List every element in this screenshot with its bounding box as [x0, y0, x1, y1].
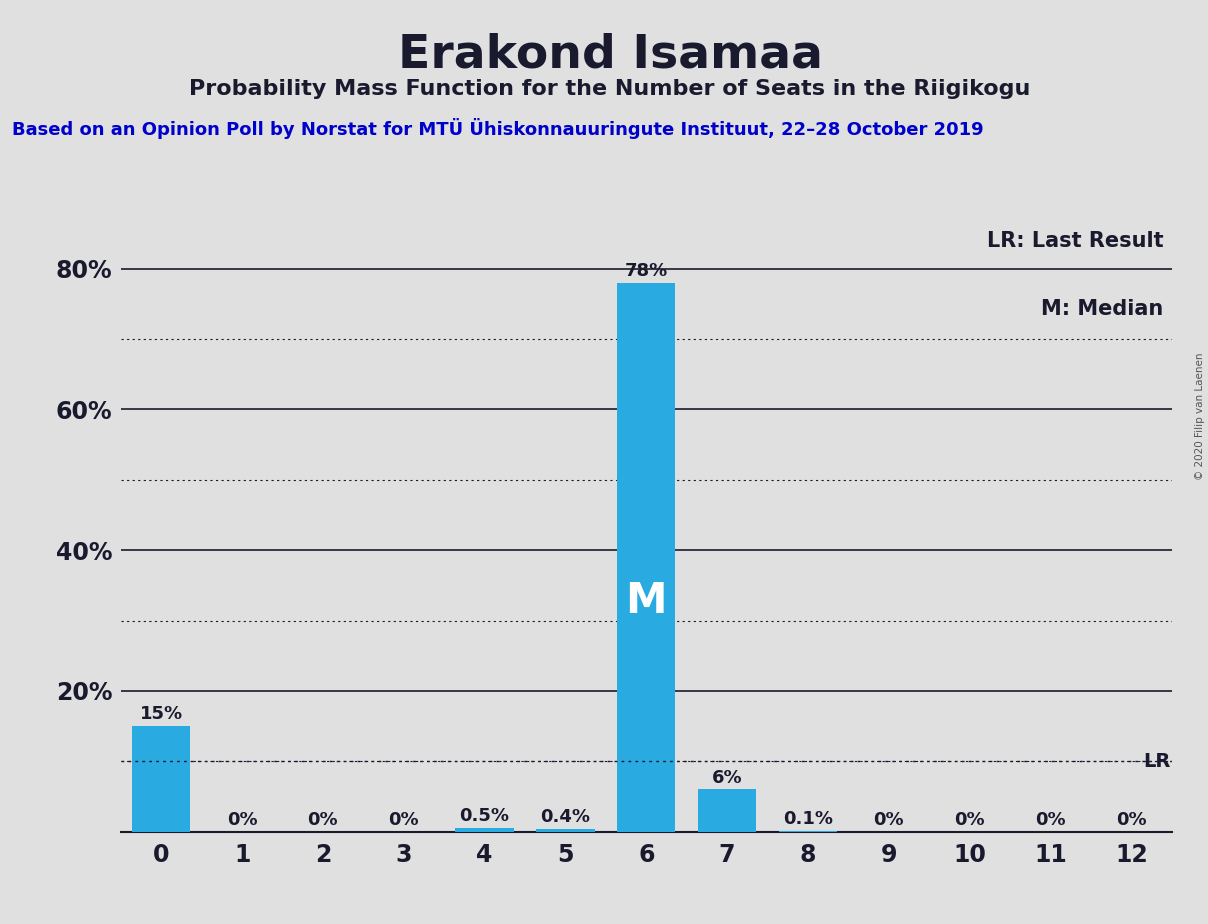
- Text: 0.5%: 0.5%: [459, 808, 510, 825]
- Text: 6%: 6%: [712, 769, 743, 786]
- Text: 78%: 78%: [625, 262, 668, 280]
- Bar: [132, 726, 191, 832]
- Text: 0.4%: 0.4%: [540, 808, 591, 826]
- Bar: [698, 789, 756, 832]
- Bar: [536, 829, 594, 832]
- Text: 0%: 0%: [873, 811, 904, 830]
- Bar: [455, 828, 513, 832]
- Text: 0%: 0%: [389, 811, 419, 830]
- Text: © 2020 Filip van Laenen: © 2020 Filip van Laenen: [1195, 352, 1204, 480]
- Text: 15%: 15%: [140, 705, 182, 723]
- Text: 0%: 0%: [308, 811, 338, 830]
- Text: Based on an Opinion Poll by Norstat for MTÜ Ühiskonnauuringute Instituut, 22–28 : Based on an Opinion Poll by Norstat for …: [12, 118, 983, 140]
- Text: 0%: 0%: [1035, 811, 1065, 830]
- Text: Probability Mass Function for the Number of Seats in the Riigikogu: Probability Mass Function for the Number…: [190, 79, 1030, 99]
- Text: M: M: [626, 580, 667, 622]
- Bar: [617, 283, 675, 832]
- Text: M: Median: M: Median: [1041, 299, 1163, 319]
- Text: LR: Last Result: LR: Last Result: [987, 231, 1163, 251]
- Text: 0.1%: 0.1%: [783, 810, 834, 828]
- Text: LR: LR: [1143, 752, 1171, 771]
- Text: Erakond Isamaa: Erakond Isamaa: [397, 32, 823, 78]
- Text: 0%: 0%: [1116, 811, 1146, 830]
- Text: 0%: 0%: [227, 811, 257, 830]
- Text: 0%: 0%: [954, 811, 985, 830]
